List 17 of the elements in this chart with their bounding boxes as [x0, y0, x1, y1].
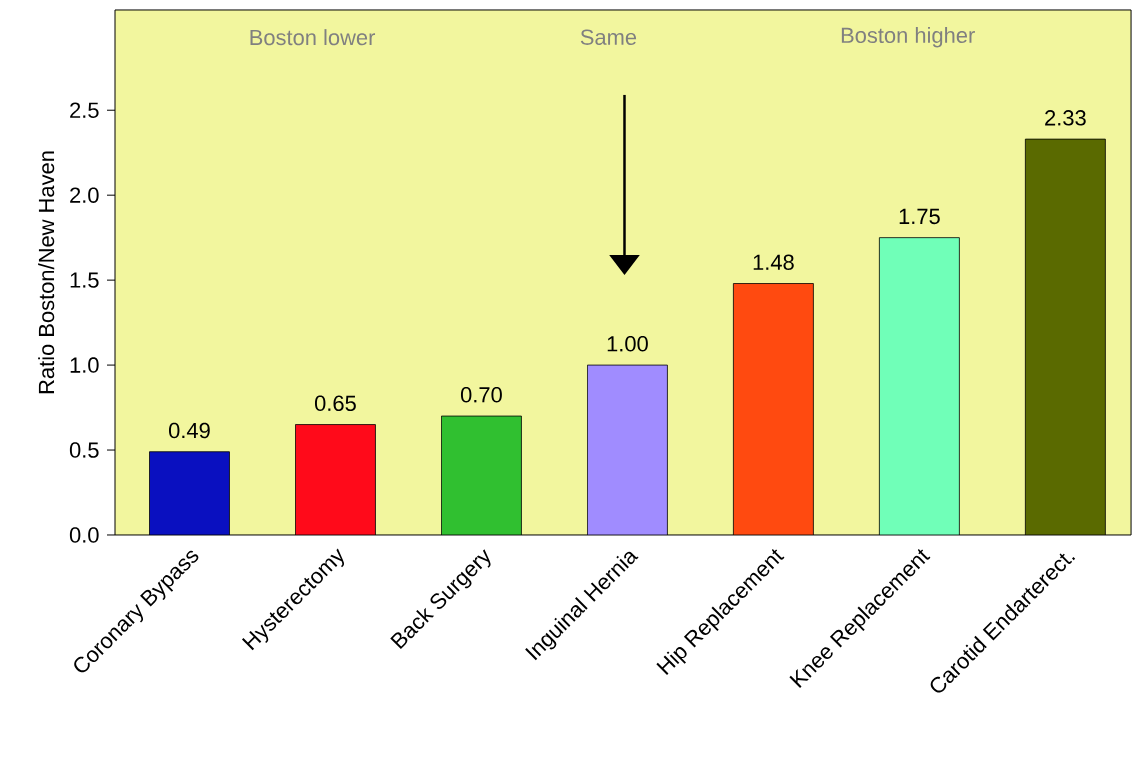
data-label: 0.65	[314, 395, 356, 412]
annotation: Boston lower	[250, 29, 376, 46]
y-axis-title: Ratio Boston/New Haven	[38, 151, 55, 394]
data-label: 1.75	[899, 208, 940, 225]
y-tick-label: 1.0	[70, 357, 99, 373]
y-tick-label: 1.5	[70, 272, 99, 288]
y-tick-label: 2.5	[70, 102, 99, 118]
data-label: 0.49	[168, 422, 210, 439]
annotation: Boston higher	[841, 26, 975, 48]
y-tick-label: 2.0	[70, 187, 99, 203]
y-tick-label: 0.0	[69, 527, 99, 543]
data-label: 1.48	[753, 254, 794, 271]
data-label: 0.70	[460, 387, 502, 403]
y-tick-label: 0.5	[69, 442, 99, 458]
data-label: 1.00	[607, 336, 648, 352]
annotation: Same	[580, 29, 637, 45]
data-label: 2.33	[1045, 110, 1086, 126]
